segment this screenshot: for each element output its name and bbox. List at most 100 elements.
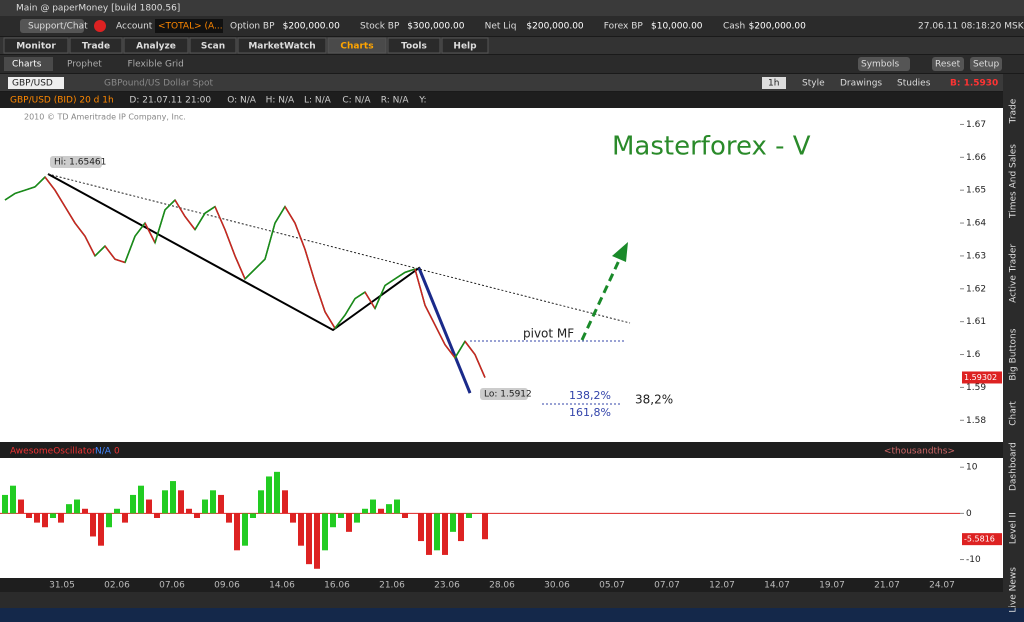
- osc-bar: [154, 513, 160, 518]
- fib-label: 38,2%: [635, 393, 673, 407]
- button[interactable]: [858, 57, 910, 71]
- side-tab[interactable]: Chart: [1009, 401, 1019, 426]
- price-segment: [144, 222, 156, 244]
- y-tick-label: 1.61: [966, 317, 986, 327]
- osc-bar: [42, 513, 48, 528]
- side-tab[interactable]: Live News: [1009, 567, 1019, 613]
- price-segment: [454, 340, 466, 359]
- osc-bar: [234, 513, 240, 551]
- field-value: $200,000.00: [283, 22, 341, 32]
- pivot-label: pivot MF: [523, 327, 574, 341]
- info-item: C: N/A: [342, 96, 371, 106]
- period-box[interactable]: [762, 77, 786, 89]
- symbol-box[interactable]: [8, 77, 64, 89]
- info-item: R: N/A: [381, 96, 410, 106]
- osc-bar: [330, 513, 336, 528]
- price-segment: [224, 229, 236, 257]
- osc-bar: [466, 513, 472, 518]
- title-bar: [0, 0, 1024, 16]
- button-label: Symbols: [861, 60, 900, 70]
- y-tick-label: 10: [966, 463, 978, 473]
- osc-bar: [282, 490, 288, 514]
- x-tick-label: 28.06: [489, 581, 515, 591]
- osc-status: N/A: [95, 447, 112, 457]
- osc-bar: [26, 513, 32, 518]
- price-segment: [294, 222, 306, 250]
- scrollbar[interactable]: [0, 592, 1003, 608]
- side-tab[interactable]: Trade: [1009, 98, 1019, 124]
- tab[interactable]: [3, 37, 69, 54]
- tab[interactable]: [69, 37, 123, 54]
- y-tick-label: 1.64: [966, 219, 986, 229]
- y-tick-label: 1.63: [966, 251, 986, 261]
- subtab[interactable]: [4, 57, 53, 71]
- price-segment: [384, 278, 396, 287]
- info-item: L: N/A: [304, 96, 332, 106]
- tab[interactable]: [327, 37, 387, 54]
- side-tab[interactable]: Level II: [1009, 512, 1019, 544]
- osc-bar: [114, 508, 120, 514]
- x-tick-label: 14.07: [764, 581, 790, 591]
- price-segment: [214, 206, 226, 230]
- osc-units: <thousandths>: [884, 447, 955, 457]
- hi-label: Hi: 1.65461: [54, 158, 106, 168]
- button[interactable]: [970, 57, 1002, 71]
- osc-bar: [82, 508, 88, 514]
- price-segment: [174, 199, 186, 217]
- x-tick-label: 19.07: [819, 581, 845, 591]
- tab[interactable]: [237, 37, 327, 54]
- y-tick-label: 1.6: [966, 350, 981, 360]
- price-segment: [124, 235, 136, 263]
- price-segment: [134, 222, 146, 237]
- symbol-description: GBPound/US Dollar Spot: [104, 79, 214, 89]
- header-button: Style: [802, 79, 825, 89]
- tab[interactable]: [189, 37, 237, 54]
- side-tab[interactable]: Big Buttons: [1009, 328, 1019, 380]
- osc-bar: [146, 499, 152, 514]
- lo-label: Lo: 1.5912: [484, 390, 532, 400]
- x-tick-label: 23.06: [434, 581, 460, 591]
- button[interactable]: [932, 57, 964, 71]
- price-segment: [34, 176, 46, 188]
- tab[interactable]: [123, 37, 189, 54]
- price-segment: [234, 255, 246, 280]
- support-button[interactable]: [20, 19, 84, 33]
- price-segment: [254, 258, 266, 270]
- price-segment: [374, 285, 386, 309]
- y-tick-label: 1.67: [966, 120, 986, 130]
- tab[interactable]: [441, 37, 489, 54]
- side-tab[interactable]: Dashboard: [1009, 442, 1019, 491]
- osc-bar: [386, 504, 392, 514]
- impulse-arrow: [417, 267, 472, 394]
- tab-label: Scan: [201, 42, 225, 52]
- trend-line: [47, 173, 631, 324]
- price-segment: [74, 222, 86, 237]
- osc-bar: [458, 513, 464, 542]
- field-label: Cash: [723, 22, 745, 32]
- side-tab[interactable]: Active Trader: [1009, 244, 1019, 303]
- x-tick-label: 24.07: [929, 581, 955, 591]
- price-segment: [54, 189, 66, 208]
- price-segment: [64, 206, 76, 224]
- price-segment: [464, 340, 476, 355]
- account-select[interactable]: [155, 19, 223, 33]
- price-segment: [24, 186, 36, 191]
- field-value: $300,000.00: [407, 22, 465, 32]
- osc-bar: [2, 494, 8, 514]
- y-tick-label: 0: [966, 509, 972, 519]
- osc-bar: [362, 508, 368, 514]
- tab[interactable]: [387, 37, 441, 54]
- price-segment: [364, 291, 376, 309]
- fib-label: 161,8%: [569, 406, 611, 419]
- osc-name: AwesomeOscillator: [10, 447, 96, 457]
- field-label: Stock BP: [360, 22, 400, 32]
- osc-panel: [0, 458, 1003, 578]
- button-label: Setup: [973, 60, 999, 70]
- side-tab[interactable]: Times And Sales: [1009, 144, 1019, 219]
- osc-bar: [450, 513, 456, 532]
- price-segment: [104, 245, 116, 260]
- alert-icon[interactable]: [94, 20, 106, 32]
- osc-bar: [66, 504, 72, 514]
- subtab-label: Prophet: [67, 60, 102, 70]
